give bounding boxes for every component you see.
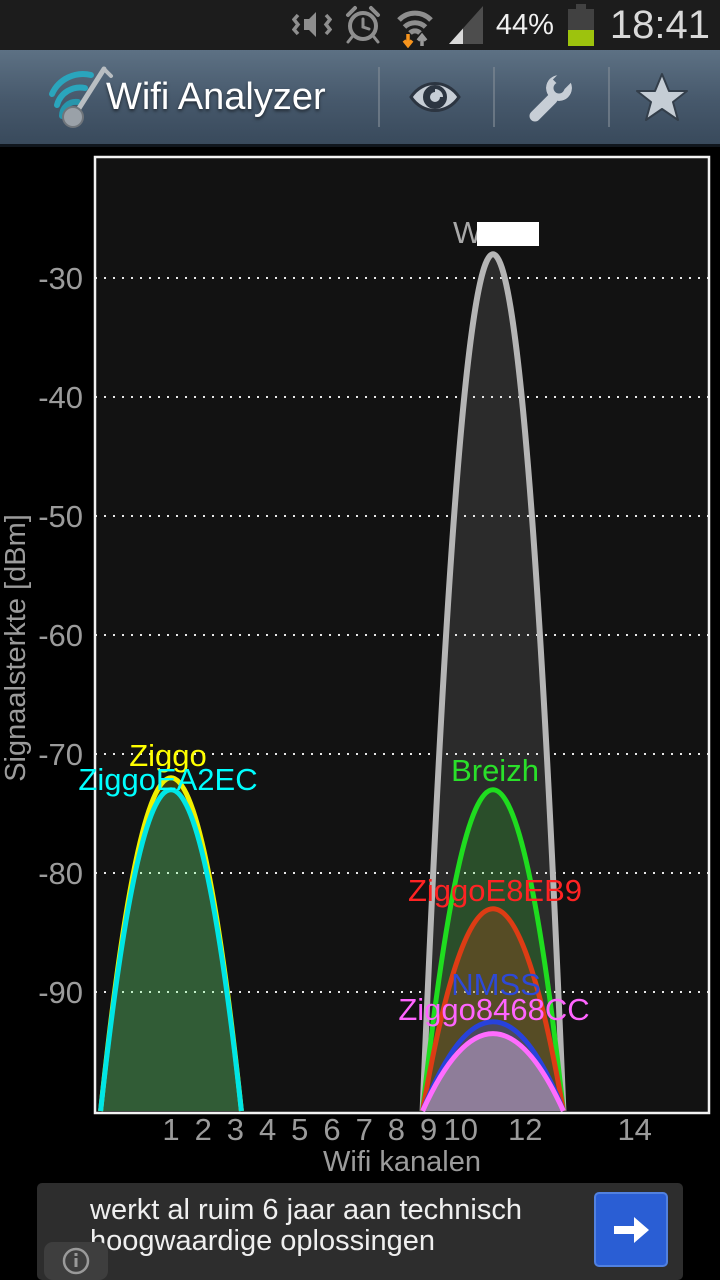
wifi-channel-graph: -30 -40 -50 -60 -70 -80 -90 W Ziggo ZiggoEA2EC Bre… (0, 147, 720, 1280)
ssid-label: Ziggo (129, 738, 207, 773)
header-divider (608, 67, 610, 127)
x-tick-label: 8 (388, 1112, 405, 1147)
header-divider (493, 67, 495, 127)
y-tick-label: -60 (38, 618, 83, 653)
x-tick-label: 5 (291, 1112, 308, 1147)
mute-vibrate-icon (291, 12, 332, 37)
app-header: Wifi Analyzer (0, 50, 720, 147)
wifi-status-icon (397, 10, 433, 48)
ad-text: werkt al ruim 6 jaar aan technisch hoogw… (90, 1195, 522, 1257)
y-tick-label: -40 (38, 380, 83, 415)
upload-arrow-icon (416, 32, 428, 46)
wifi-curve-ziggoea2ec (98, 787, 244, 1112)
alarm-icon (345, 6, 380, 44)
y-axis-title: Signaalsterkte [dBm] (0, 514, 32, 782)
x-tick-label: 12 (508, 1112, 542, 1147)
x-tick-label: 10 (444, 1112, 478, 1147)
settings-button[interactable] (517, 50, 583, 144)
header-divider (378, 67, 380, 127)
app-title: Wifi Analyzer (106, 75, 326, 118)
status-bar: 44% 18:41 (0, 0, 720, 50)
app-logo-icon (49, 66, 113, 128)
x-tick-label: 7 (356, 1112, 373, 1147)
ad-arrow-button[interactable] (594, 1192, 668, 1267)
ad-banner[interactable]: werkt al ruim 6 jaar aan technisch hoogw… (37, 1183, 683, 1280)
wifi-curve-w (419, 251, 567, 1112)
ssid-label: ZiggoEA2EC (78, 762, 257, 797)
y-tick-label: -50 (38, 499, 83, 534)
redaction-box (477, 222, 539, 246)
x-tick-label: 1 (162, 1112, 179, 1147)
y-tick-label: -30 (38, 261, 83, 296)
x-axis-title: Wifi kanalen (323, 1146, 481, 1178)
ssid-label: ZiggoE8EB9 (408, 873, 582, 908)
y-tick-label: -80 (38, 856, 83, 891)
x-tick-label: 6 (323, 1112, 340, 1147)
ad-line-1: werkt al ruim 6 jaar aan technisch (90, 1194, 522, 1226)
ssid-label: Breizh (451, 753, 539, 788)
arrow-right-icon (614, 1216, 649, 1243)
wrench-icon (529, 75, 572, 122)
ad-line-2: hoogwaardige oplossingen (90, 1225, 436, 1257)
y-tick-label: -70 (38, 737, 83, 772)
battery-percent: 44% (495, 8, 554, 41)
signal-strength-icon (448, 6, 483, 44)
info-icon (62, 1247, 90, 1275)
ssid-label: NMSS (451, 967, 541, 1002)
wifi-curve-nmss (420, 1019, 566, 1112)
ad-info-badge[interactable] (44, 1242, 108, 1280)
wifi-curve-ziggoe8eb9 (420, 906, 566, 1112)
download-arrow-icon (402, 34, 414, 48)
rate-star-button[interactable] (629, 50, 695, 144)
ssid-label: Ziggo8468CC (398, 992, 589, 1027)
y-tick-label: -90 (38, 975, 83, 1010)
x-tick-label: 2 (195, 1112, 212, 1147)
eye-icon (409, 82, 461, 112)
battery-icon (567, 4, 594, 46)
x-tick-label: 3 (227, 1112, 244, 1147)
wifi-curve-breizh (420, 787, 566, 1112)
x-tick-label: 4 (259, 1112, 276, 1147)
x-tick-label: 9 (420, 1112, 437, 1147)
plot-border (93, 155, 711, 1115)
wifi-curve-ziggo8468cc (420, 1031, 566, 1113)
eye-view-button[interactable] (402, 50, 468, 144)
x-tick-label: 14 (617, 1112, 651, 1147)
star-icon (636, 73, 688, 121)
clock: 18:41 (609, 2, 710, 47)
